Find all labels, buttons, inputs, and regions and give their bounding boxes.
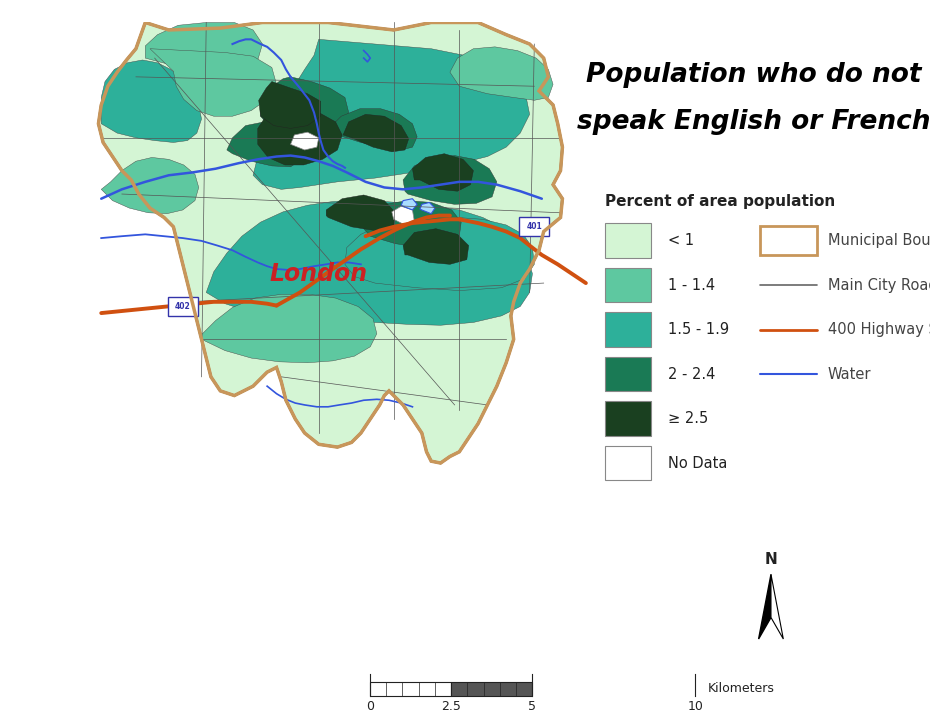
Polygon shape — [759, 574, 771, 639]
Bar — [451, 682, 532, 696]
Polygon shape — [99, 22, 563, 463]
Polygon shape — [259, 82, 321, 129]
Polygon shape — [330, 108, 418, 150]
FancyBboxPatch shape — [604, 223, 651, 258]
Polygon shape — [403, 156, 497, 205]
Text: Population who do not: Population who do not — [586, 62, 921, 88]
Polygon shape — [401, 199, 418, 210]
Polygon shape — [403, 229, 469, 264]
Text: 1 - 1.4: 1 - 1.4 — [669, 278, 715, 292]
Polygon shape — [253, 39, 529, 190]
Polygon shape — [345, 218, 535, 291]
Text: ≥ 2.5: ≥ 2.5 — [669, 411, 709, 426]
Text: 0: 0 — [365, 700, 374, 713]
Polygon shape — [258, 98, 342, 165]
Text: London: London — [270, 261, 367, 286]
Text: N: N — [764, 552, 777, 567]
Polygon shape — [412, 154, 473, 191]
Polygon shape — [771, 574, 783, 639]
Text: 401: 401 — [526, 223, 542, 231]
Polygon shape — [290, 132, 319, 150]
Polygon shape — [326, 195, 395, 230]
Polygon shape — [145, 22, 262, 73]
Bar — [369, 682, 451, 696]
Polygon shape — [150, 49, 276, 116]
FancyBboxPatch shape — [604, 446, 651, 480]
Polygon shape — [420, 202, 435, 214]
FancyBboxPatch shape — [604, 401, 651, 436]
Text: speak English or French: speak English or French — [577, 109, 930, 135]
FancyBboxPatch shape — [761, 226, 817, 255]
Polygon shape — [343, 114, 408, 151]
Polygon shape — [101, 60, 202, 142]
Polygon shape — [101, 157, 199, 214]
FancyBboxPatch shape — [604, 312, 651, 347]
Bar — [519, 218, 550, 236]
Text: Main City Roads: Main City Roads — [828, 278, 930, 292]
Text: < 1: < 1 — [669, 233, 695, 248]
Polygon shape — [206, 200, 533, 325]
Polygon shape — [202, 294, 377, 363]
Polygon shape — [364, 200, 461, 248]
Polygon shape — [450, 47, 553, 101]
Text: Municipal Boundary: Municipal Boundary — [828, 233, 930, 248]
Polygon shape — [392, 206, 415, 225]
Text: 1.5 - 1.9: 1.5 - 1.9 — [669, 322, 730, 337]
Text: 2 - 2.4: 2 - 2.4 — [669, 367, 716, 381]
Polygon shape — [260, 77, 349, 139]
Text: 10: 10 — [687, 700, 703, 713]
Text: Water: Water — [828, 367, 871, 381]
Text: Percent of area population: Percent of area population — [604, 194, 835, 208]
Bar — [167, 297, 198, 316]
Text: 2.5: 2.5 — [441, 700, 461, 713]
FancyBboxPatch shape — [604, 268, 651, 302]
Polygon shape — [227, 122, 305, 167]
Text: 402: 402 — [175, 302, 191, 311]
FancyBboxPatch shape — [604, 357, 651, 391]
Text: No Data: No Data — [669, 456, 728, 470]
Text: 400 Highway Series: 400 Highway Series — [828, 322, 930, 337]
Text: 5: 5 — [528, 700, 537, 713]
Text: Kilometers: Kilometers — [709, 682, 775, 695]
